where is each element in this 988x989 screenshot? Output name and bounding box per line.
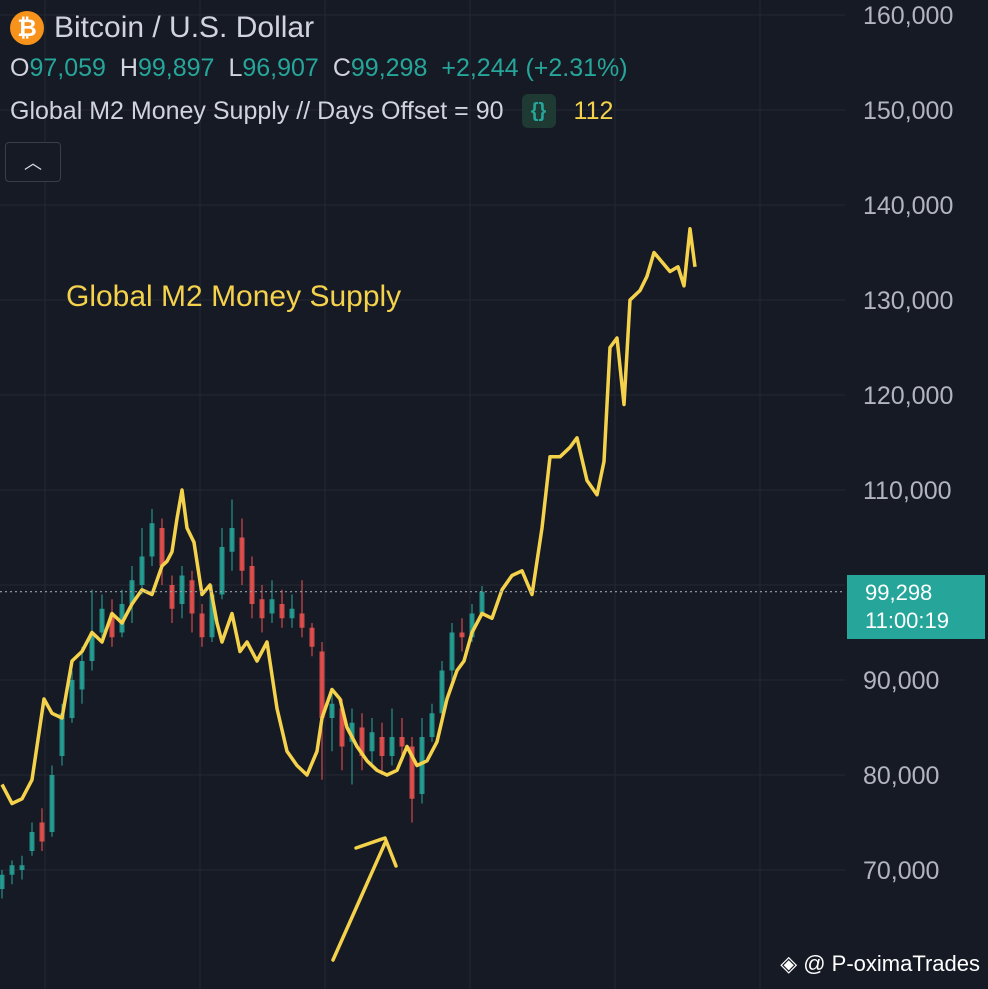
candle-body — [229, 528, 235, 552]
candle-body — [369, 732, 375, 752]
y-tick-label: 140,000 — [863, 192, 953, 220]
high-value: H99,897 — [119, 54, 215, 82]
indicator-legend[interactable]: Global M2 Money Supply // Days Offset = … — [10, 94, 613, 128]
candle-body — [349, 722, 355, 742]
y-tick-label: 70,000 — [863, 857, 939, 885]
bitcoin-icon: ₿ — [10, 11, 44, 45]
candle-body — [449, 632, 455, 671]
annotations: Global M2 Money Supply — [0, 280, 845, 962]
candle-body — [319, 651, 325, 718]
chevron-up-icon: ︿ — [24, 153, 42, 173]
candle-body — [409, 746, 415, 799]
indicator-value: 112 — [573, 96, 614, 125]
symbol-header[interactable]: ₿ Bitcoin / U.S. Dollar — [10, 8, 314, 48]
y-tick-label: 130,000 — [863, 287, 953, 315]
current-price-tag: 99,298 11:00:19 — [847, 575, 985, 639]
candle-body — [259, 599, 265, 619]
candle-body — [479, 591, 485, 614]
y-tick-label: 80,000 — [863, 762, 939, 790]
watermark: ◈ @ P-oximaTrades — [780, 951, 980, 977]
candle-body — [459, 632, 465, 638]
candle-body — [419, 737, 425, 794]
candle-body — [109, 613, 115, 638]
indicator-settings-icon[interactable]: {} — [521, 94, 556, 128]
btc-candles — [0, 499, 485, 899]
candle-body — [19, 865, 25, 870]
m2-series — [0, 227, 697, 806]
candle-body — [49, 775, 55, 832]
candle-body — [219, 547, 225, 595]
indicator-name: Global M2 Money Supply // Days Offset = … — [10, 96, 504, 125]
candle-body — [279, 604, 285, 619]
candle-body — [209, 594, 215, 638]
current-price-value: 99,298 — [865, 580, 933, 605]
close-value: C99,298 — [332, 54, 428, 82]
candle-body — [89, 632, 95, 661]
m2-line — [0, 227, 697, 806]
candle-body — [199, 613, 205, 638]
binance-diamond-icon: ◈ — [780, 951, 798, 976]
candle-body — [269, 599, 275, 614]
candle-body — [379, 737, 385, 756]
y-tick-label: 110,000 — [863, 477, 952, 505]
low-value: L96,907 — [228, 54, 319, 82]
candle-body — [299, 613, 305, 628]
candle-body — [359, 727, 365, 756]
bar-countdown: 11:00:19 — [865, 608, 950, 633]
collapse-legend-button[interactable]: ︿ — [5, 142, 61, 182]
candle-body — [149, 523, 155, 557]
candle-body — [329, 703, 335, 718]
candle-body — [0, 874, 5, 889]
arrow-head — [354, 836, 398, 868]
candle-body — [59, 713, 65, 756]
candle-body — [189, 580, 195, 614]
candle-body — [439, 670, 445, 714]
candle-body — [119, 604, 125, 633]
candle-body — [399, 737, 405, 747]
candle-body — [99, 608, 105, 633]
change-value: +2,244 (+2.31%) — [441, 54, 628, 82]
candle-body — [339, 708, 345, 747]
candle-body — [389, 737, 395, 756]
candle-body — [249, 566, 255, 604]
arrow-shaft — [331, 841, 387, 962]
ohlc-legend: O97,059 H99,897 L96,907 C99,298 +2,244 (… — [10, 54, 628, 83]
candle-body — [79, 661, 85, 690]
candle-body — [9, 865, 15, 875]
price-axis[interactable]: 160,000 150,000 140,000 130,000 120,000 110,0… — [863, 2, 953, 885]
candle-body — [469, 613, 475, 638]
chart-grid — [0, 0, 845, 989]
candle-body — [309, 627, 315, 647]
y-tick-label: 150,000 — [863, 97, 953, 125]
candle-body — [429, 713, 435, 737]
candle-body — [29, 832, 35, 851]
y-tick-label: 90,000 — [863, 667, 939, 695]
candle-body — [239, 537, 245, 571]
watermark-text: @ P-oximaTrades — [803, 951, 980, 976]
candle-body — [39, 822, 45, 842]
candle-body — [169, 585, 175, 609]
candle-body — [139, 556, 145, 585]
open-value: O97,059 — [10, 54, 106, 82]
candle-body — [179, 575, 185, 604]
symbol-title: Bitcoin / U.S. Dollar — [54, 11, 315, 44]
candle-body — [289, 608, 295, 619]
candle-body — [159, 528, 165, 566]
m2-annotation-label: Global M2 Money Supply — [66, 280, 401, 313]
y-tick-label: 160,000 — [863, 2, 953, 30]
y-tick-label: 120,000 — [863, 382, 953, 410]
candle-body — [69, 680, 75, 718]
